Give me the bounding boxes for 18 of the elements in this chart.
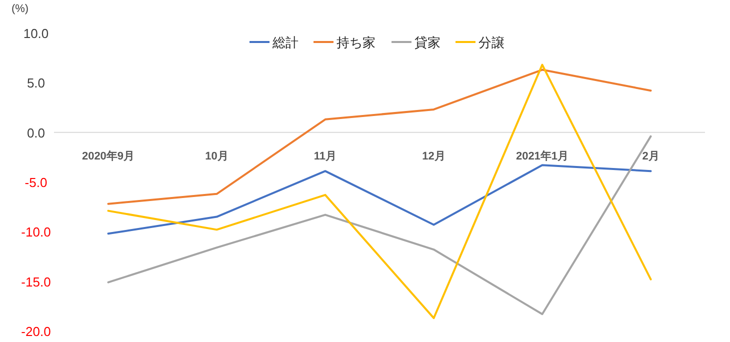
y-tick-label: -10.0 — [21, 224, 51, 240]
y-tick-label: 0.0 — [26, 125, 46, 140]
legend-label: 総計 — [272, 35, 298, 50]
y-tick-label: -5.0 — [24, 175, 48, 190]
legend-label: 貸家 — [414, 35, 440, 50]
legend-label: 持ち家 — [336, 35, 376, 50]
y-axis-title: (%) — [11, 3, 29, 15]
x-tick-label: 10月 — [205, 150, 228, 162]
y-tick-label: 10.0 — [23, 26, 49, 41]
x-tick-label: 11月 — [314, 150, 337, 162]
x-tick-label: 2月 — [642, 150, 660, 162]
y-tick-label: 5.0 — [26, 76, 46, 91]
y-tick-label: -15.0 — [21, 274, 51, 290]
y-tick-label: -20.0 — [21, 324, 51, 339]
x-tick-label: 12月 — [422, 150, 446, 162]
x-tick-label: 2020年9月 — [82, 149, 135, 162]
legend-label: 分譲 — [478, 35, 504, 50]
x-tick-label: 2021年1月 — [516, 149, 569, 162]
